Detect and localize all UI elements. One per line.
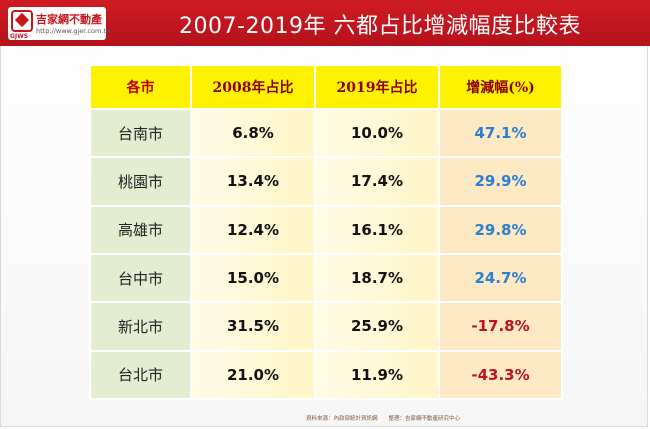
change-cell: -17.8% (438, 301, 563, 352)
city-cell: 新北市 (89, 301, 192, 352)
column-header-change: 增減幅(%) (438, 64, 563, 110)
table-row: 新北市 31.5% 25.9% -17.8% (89, 301, 563, 352)
logo-url: http://www.gjer.com.tw (36, 27, 112, 35)
share-2008-cell: 21.0% (190, 349, 316, 401)
city-cell: 台中市 (89, 252, 192, 304)
change-cell: 47.1% (438, 107, 563, 159)
share-2019-cell: 18.7% (314, 252, 440, 304)
logo-caption: GJWS (10, 33, 29, 40)
share-2019-cell: 17.4% (314, 156, 440, 207)
share-2019-cell: 16.1% (314, 204, 440, 255)
city-cell: 台南市 (89, 107, 192, 159)
change-cell: 29.9% (438, 156, 563, 207)
change-cell: 24.7% (438, 252, 563, 304)
share-2019-cell: 11.9% (314, 349, 440, 401)
share-2008-cell: 6.8% (190, 107, 316, 159)
change-cell: 29.8% (438, 204, 563, 255)
column-header-city: 各市 (89, 64, 192, 110)
share-2019-cell: 25.9% (314, 301, 440, 352)
page-title: 2007-2019年 六都占比增減幅度比較表 (179, 14, 581, 39)
share-2008-cell: 15.0% (190, 252, 316, 304)
column-header-2019: 2019年占比 (314, 64, 440, 110)
share-2008-cell: 13.4% (190, 156, 316, 207)
city-cell: 高雄市 (89, 204, 192, 255)
table-row: 台南市 6.8% 10.0% 47.1% (89, 107, 563, 159)
table-row: 台中市 15.0% 18.7% 24.7% (89, 252, 563, 304)
column-header-2008: 2008年占比 (190, 64, 316, 110)
table-row: 台北市 21.0% 11.9% -43.3% (89, 349, 563, 401)
table-header-row: 各市 2008年占比 2019年占比 增減幅(%) (89, 64, 563, 110)
source-note: 資料來源：內政部統計資訊網 整理：吉家網不動產研究中心 (305, 416, 460, 422)
city-cell: 桃園市 (89, 156, 192, 207)
share-2008-cell: 31.5% (190, 301, 316, 352)
title-bar: GJWS 吉家網不動產 http://www.gjer.com.tw 2007-… (0, 0, 650, 46)
share-2008-cell: 12.4% (190, 204, 316, 255)
table-row: 桃園市 13.4% 17.4% 29.9% (89, 156, 563, 207)
house-logo-icon (11, 10, 33, 32)
table-row: 高雄市 12.4% 16.1% 29.8% (89, 204, 563, 255)
comparison-table: 各市 2008年占比 2019年占比 增減幅(%) 台南市 6.8% 10.0%… (89, 64, 563, 401)
logo-name: 吉家網不動產 (36, 13, 102, 26)
change-cell: -43.3% (438, 349, 563, 401)
brand-logo: GJWS 吉家網不動產 http://www.gjer.com.tw (8, 7, 111, 40)
share-2019-cell: 10.0% (314, 107, 440, 159)
city-cell: 台北市 (89, 349, 192, 401)
